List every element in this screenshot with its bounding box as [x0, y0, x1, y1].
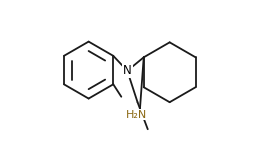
Text: N: N [123, 64, 132, 77]
Text: H₂N: H₂N [126, 110, 147, 120]
